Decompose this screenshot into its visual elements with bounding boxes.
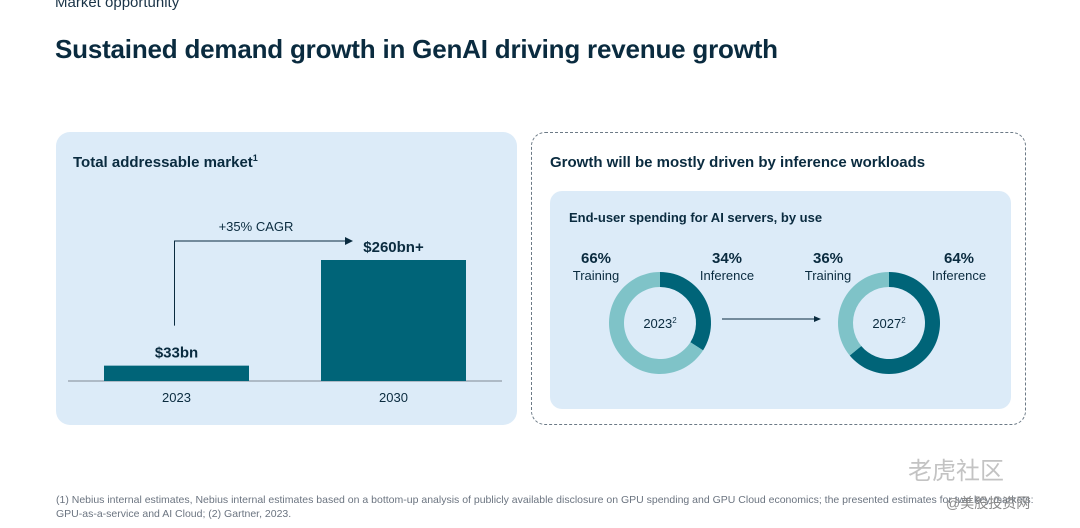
donut-2023-training-pct: 66%	[580, 250, 612, 267]
tam-bar-chart: $33bn 2023 $260bn+ 2030 +35% CAGR	[68, 219, 502, 405]
cagr-arrowhead	[345, 237, 353, 245]
ai-server-spending-card: End-user spending for AI servers, by use…	[550, 191, 1011, 409]
tam-panel: Total addressable market1 $33bn 2023 $260b…	[56, 132, 517, 425]
cagr-connector-line	[174, 240, 346, 326]
donut-2023-inference-label: Inference	[699, 268, 755, 283]
donut-2027-inference-label: Inference	[931, 268, 987, 283]
donut-2027-training-pct: 36%	[812, 250, 844, 267]
page-title: Sustained demand growth in GenAI driving…	[55, 34, 778, 64]
x-tick-label-2030: 2030	[379, 390, 408, 405]
donut-2023-center-label: 20232	[643, 316, 677, 331]
footnote: (1) Nebius internal estimates, Nebius in…	[56, 494, 1034, 520]
tam-title: Total addressable market1	[73, 153, 258, 171]
bar-2023	[104, 365, 249, 381]
donut-2027-training-slice	[838, 272, 889, 356]
inference-title: Growth will be mostly driven by inferenc…	[550, 154, 926, 171]
donut-2027-inference-pct: 64%	[943, 250, 975, 267]
watermark-handle: @美股投资网	[946, 495, 1031, 511]
donut-2027-training-label: Training	[804, 268, 852, 283]
watermark-logo-text: 老虎社区	[908, 458, 1004, 485]
donut-2027-inference-slice	[849, 272, 940, 374]
section-label: Market opportunity	[55, 0, 180, 11]
bar-2030	[321, 260, 466, 381]
ai-server-spending-title: End-user spending for AI servers, by use	[569, 210, 823, 225]
bar-value-label-2030: $260bn+	[363, 239, 424, 256]
donut-2027-center-label: 20272	[872, 316, 906, 331]
donut-2023-training-slice	[609, 272, 704, 374]
bar-value-label-2023: $33bn	[155, 345, 198, 362]
footnote-marker: 1	[252, 153, 258, 163]
x-tick-label-2023: 2023	[162, 390, 191, 405]
donut-2023-inference-pct: 34%	[711, 250, 743, 267]
inference-panel: Growth will be mostly driven by inferenc…	[531, 132, 1026, 425]
donut-transition-arrowhead	[814, 316, 821, 322]
donut-2023-inference-slice	[660, 272, 711, 351]
donut-charts: 20232 20272	[609, 272, 940, 374]
donut-2023-training-label: Training	[572, 268, 620, 283]
cagr-annotation: +35% CAGR	[219, 219, 294, 234]
